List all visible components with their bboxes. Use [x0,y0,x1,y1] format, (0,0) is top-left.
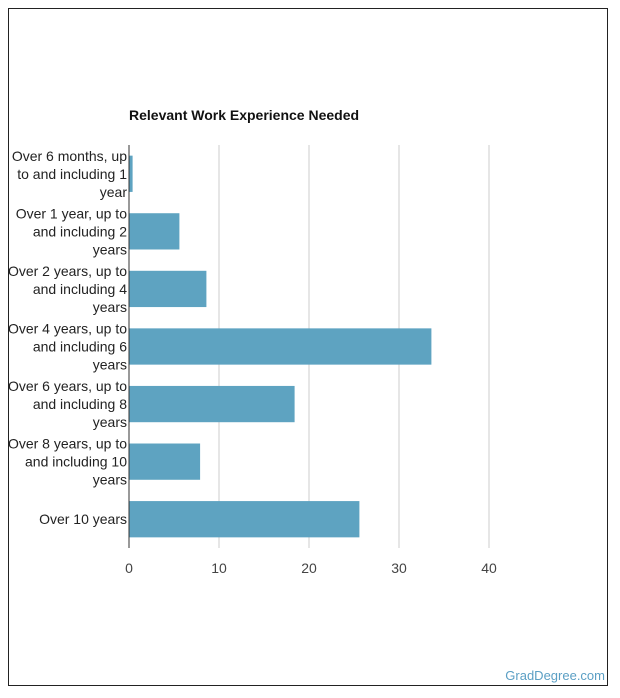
category-label-line: and including 2 [33,223,127,239]
category-label-line: year [100,184,128,200]
bar[interactable] [129,213,180,250]
category-label-line: Over 8 years, up to [8,436,127,452]
x-tick-label: 30 [391,560,407,576]
category-label-line: to and including 1 [17,166,127,182]
category-label-line: years [93,414,127,430]
category-label-line: Over 6 months, up [12,148,127,164]
bar[interactable] [129,155,133,192]
category-label: Over 2 years, up to and including 4 years [8,263,127,315]
category-labels: Over 6 months, up to and including 1 yearO… [8,148,127,527]
credit-link[interactable]: GradDegree.com [505,668,605,683]
bar[interactable] [129,385,295,423]
category-label-line: Over 10 years [39,511,127,527]
category-label-line: years [93,241,127,257]
category-label-line: Over 2 years, up to [8,263,127,279]
category-label: Over 4 years, up to and including 6 years [8,321,127,373]
bar[interactable] [129,443,201,480]
category-label: Over 10 years [39,511,127,527]
x-tick-label: 40 [481,560,497,576]
category-label-line: Over 6 years, up to [8,378,127,394]
x-tick-label: 0 [125,560,133,576]
category-label-line: and including 4 [33,281,127,297]
x-tick-label: 10 [211,560,227,576]
category-label-line: years [93,357,127,373]
category-label-line: and including 10 [25,454,127,470]
category-label: Over 8 years, up to and including 10 years [8,436,127,488]
bar[interactable] [129,270,207,308]
category-label-line: years [93,472,127,488]
category-label: Over 6 years, up to and including 8 years [8,378,127,430]
bar[interactable] [129,501,360,538]
x-tick-label: 20 [301,560,317,576]
category-label-line: and including 6 [33,339,127,355]
x-tick-labels: 0 10 20 30 40 [125,560,497,576]
bars [129,155,432,538]
category-label-line: and including 8 [33,396,127,412]
category-label-line: years [93,299,127,315]
category-label: Over 6 months, up to and including 1 year [12,148,128,200]
category-label-line: Over 1 year, up to [16,205,127,221]
chart-title: Relevant Work Experience Needed [129,107,359,123]
bar[interactable] [129,328,432,365]
category-label: Over 1 year, up to and including 2 years [16,205,128,257]
category-label-line: Over 4 years, up to [8,321,127,337]
